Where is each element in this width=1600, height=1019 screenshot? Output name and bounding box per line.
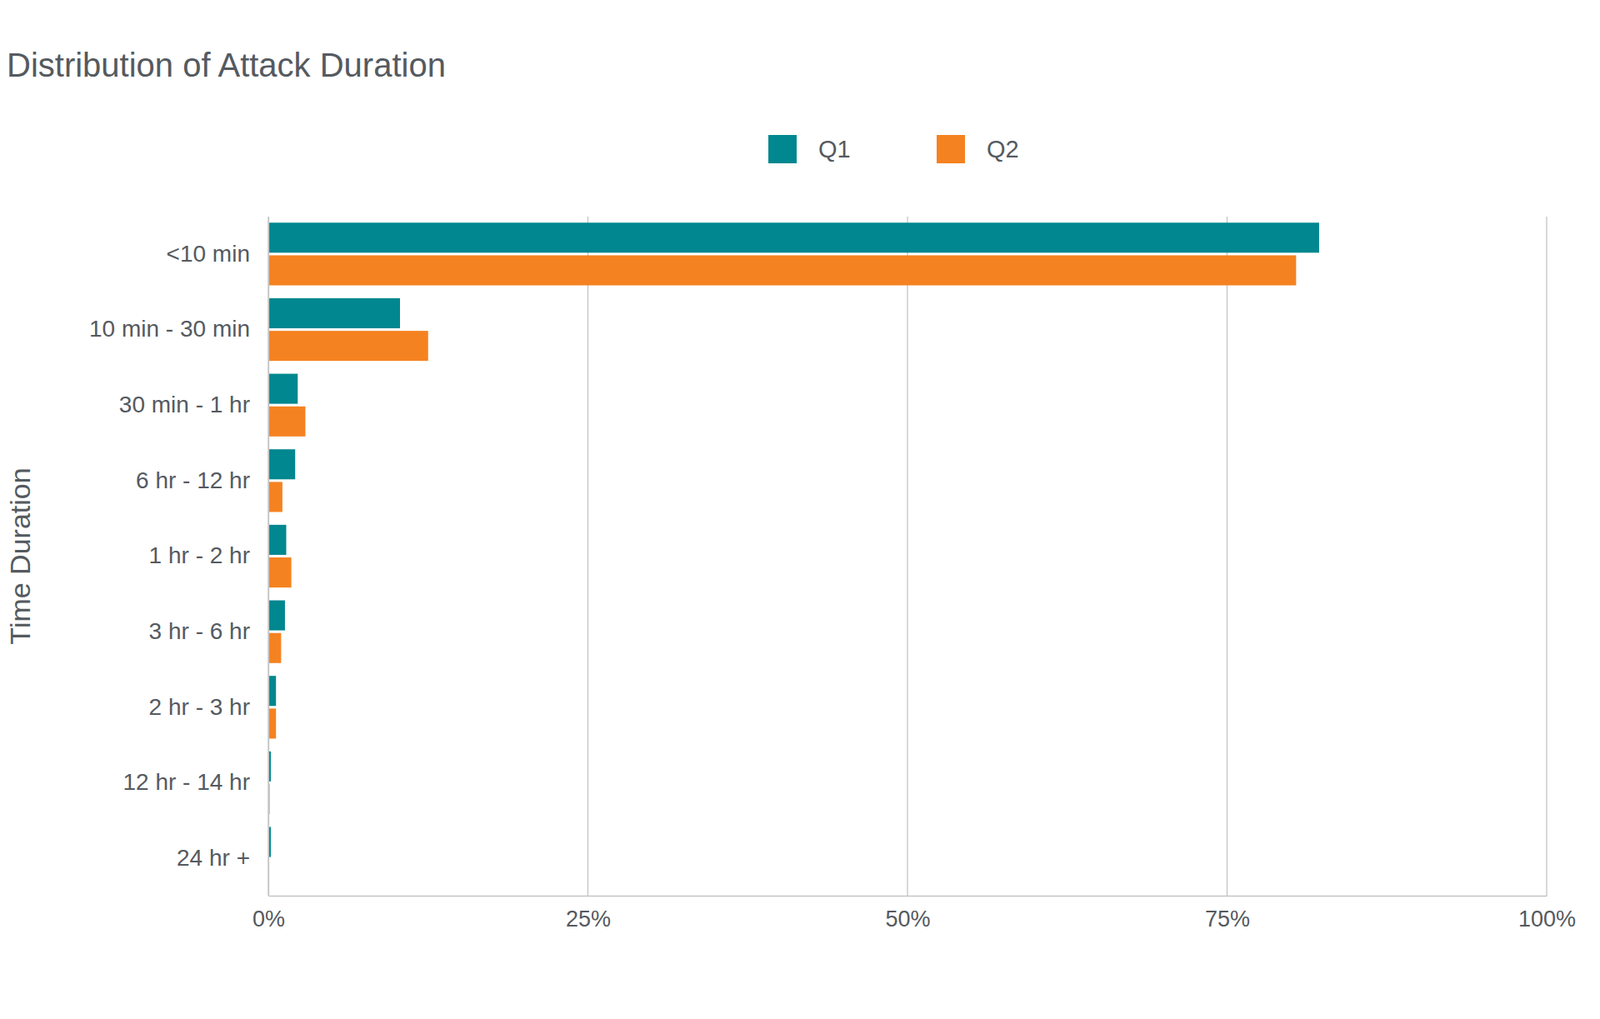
tick-label: 6 hr - 12 hr <box>135 467 250 494</box>
grid-line <box>1226 216 1228 896</box>
tick: 10 min - 30 min <box>89 315 269 342</box>
tick-label: 75% <box>1205 906 1250 932</box>
legend: Q1 Q2 <box>768 135 1020 164</box>
tick-label: 10 min - 30 min <box>89 315 250 342</box>
tick-label: 12 hr - 14 hr <box>122 769 250 795</box>
bar <box>268 298 400 329</box>
legend-label: Q1 <box>818 135 851 163</box>
chart: Distribution of Attack Duration 0% 25% 50% 7… <box>0 0 1600 1019</box>
grid-line <box>587 216 589 896</box>
bar <box>268 525 286 555</box>
tick: 24 hr + <box>176 845 269 871</box>
axis-line <box>268 217 270 897</box>
tick-label: 1 hr - 2 hr <box>149 542 250 569</box>
tick: 12 hr - 14 hr <box>122 769 269 795</box>
grid <box>268 216 1547 896</box>
tick-label: 100% <box>1518 906 1576 932</box>
tick: 75% <box>1205 895 1250 932</box>
bar <box>268 374 298 405</box>
bar <box>268 675 276 706</box>
bar <box>268 708 276 739</box>
bar <box>268 557 292 588</box>
legend-swatch <box>936 135 965 164</box>
tick-label: 50% <box>885 906 930 932</box>
bar <box>268 330 429 361</box>
y-axis: <10 min 10 min - 30 min 30 min - 1 hr 6 hr … <box>89 217 269 897</box>
tick: 100% <box>1518 895 1576 932</box>
tick: 6 hr - 12 hr <box>135 467 269 494</box>
legend-label: Q2 <box>986 135 1020 163</box>
tick: 3 hr - 6 hr <box>149 618 269 645</box>
tick: 30 min - 1 hr <box>119 391 269 418</box>
tick-label: 30 min - 1 hr <box>119 391 250 418</box>
grid-line <box>906 216 908 896</box>
bar <box>268 449 295 480</box>
axis-title: Time Duration <box>4 467 36 645</box>
tick: 1 hr - 2 hr <box>149 542 269 569</box>
tick: 25% <box>565 895 611 932</box>
grid-line <box>1545 216 1547 896</box>
tick: 50% <box>885 895 930 932</box>
bar <box>268 600 285 631</box>
tick-label: <10 min <box>166 240 250 267</box>
tick: <10 min <box>166 240 269 267</box>
bar <box>268 633 281 664</box>
title: Distribution of Attack Duration <box>6 46 446 84</box>
bar <box>268 406 305 437</box>
bar <box>268 481 283 512</box>
tick-label: 2 hr - 3 hr <box>149 694 250 720</box>
grid-line <box>267 216 269 896</box>
bars <box>268 222 1320 857</box>
tick-label: 0% <box>252 906 285 932</box>
axis-line <box>269 895 1548 897</box>
legend-swatch <box>768 135 797 164</box>
bar <box>268 222 1320 253</box>
x-axis: 0% 25% 50% 75% 100% <box>252 895 1576 932</box>
tick: 0% <box>252 895 285 932</box>
tick-label: 3 hr - 6 hr <box>149 618 250 645</box>
bar <box>268 255 1296 285</box>
tick-label: 25% <box>565 906 611 932</box>
tick: 2 hr - 3 hr <box>149 694 269 720</box>
tick-label: 24 hr + <box>176 845 250 871</box>
